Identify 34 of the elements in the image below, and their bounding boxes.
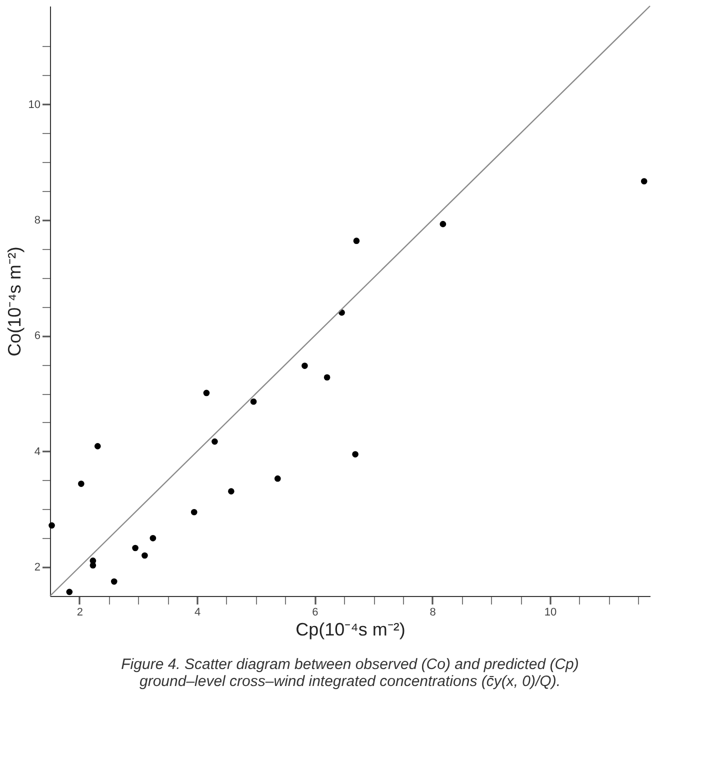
x-tick-label: 2 xyxy=(76,606,83,618)
point xyxy=(132,544,138,552)
x-tick-label: 10 xyxy=(544,606,557,618)
point xyxy=(90,562,96,568)
point xyxy=(250,398,257,405)
point xyxy=(324,374,330,381)
y-tick-label: 8 xyxy=(34,214,40,227)
x-axis-title: Cp(10⁻⁴s m⁻²) xyxy=(296,620,406,640)
y-axis-title: Co(10⁻⁴s m⁻²) xyxy=(4,246,24,356)
point xyxy=(302,362,308,369)
point xyxy=(110,578,118,585)
caption: Figure 4. Scatter diagram between observed (Co) and predicted (Cp) ground–level cross–wind integrated concentrations (c̄y(x, 0)/Q). xyxy=(121,656,579,690)
point xyxy=(352,451,358,458)
point xyxy=(94,443,101,450)
x-tick-label: 4 xyxy=(194,606,201,618)
point xyxy=(78,480,84,487)
point xyxy=(150,535,156,542)
point xyxy=(142,552,148,559)
y-tick-label: 10 xyxy=(28,98,40,111)
point xyxy=(440,220,446,228)
point xyxy=(353,238,360,244)
x-tick-label: 6 xyxy=(312,606,318,618)
point xyxy=(228,488,234,494)
x-tick-label: 8 xyxy=(430,606,436,618)
y-tick-label: 6 xyxy=(34,330,40,342)
point xyxy=(48,522,55,529)
point xyxy=(203,390,210,396)
point xyxy=(66,588,73,596)
y-tick-label: 2 xyxy=(34,562,40,574)
point xyxy=(190,508,198,516)
y-tick-label: 4 xyxy=(34,446,40,458)
point xyxy=(274,475,281,482)
point xyxy=(640,178,648,184)
point xyxy=(212,438,218,445)
